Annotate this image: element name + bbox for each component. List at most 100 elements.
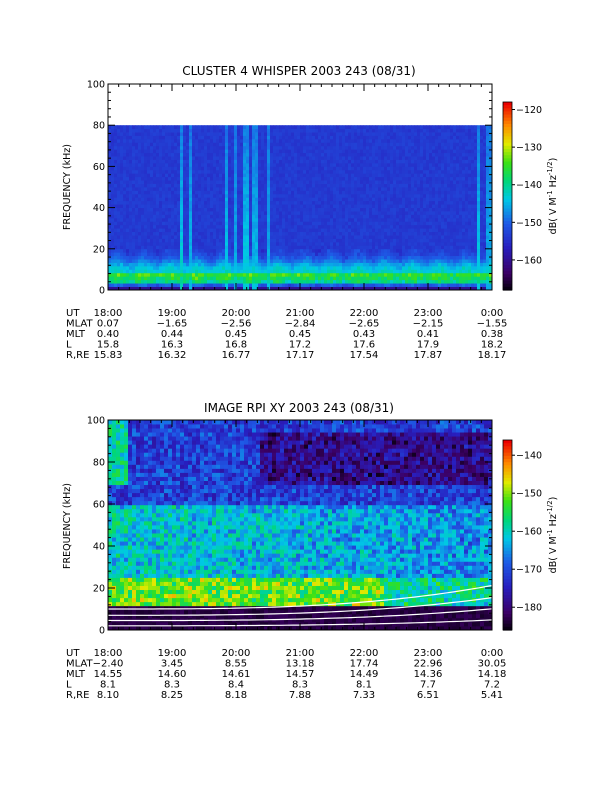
spectrogram-cell — [228, 231, 232, 236]
spectrogram-cell — [309, 187, 313, 191]
spectrogram-cell — [195, 169, 199, 174]
spectrogram-cell — [219, 173, 223, 178]
spectrogram-cell — [231, 228, 235, 233]
spectrogram-cell — [318, 276, 322, 281]
spectrogram-cell — [357, 238, 361, 243]
spectrogram-cell — [129, 217, 133, 222]
spectrogram-cell — [126, 265, 130, 270]
spectrogram-cell — [237, 255, 241, 260]
spectrogram-cell — [270, 283, 274, 287]
spectrogram-cell — [201, 217, 205, 222]
spectrogram-cell — [393, 132, 397, 136]
spectrogram-cell — [342, 228, 346, 233]
spectrogram-cell — [381, 262, 385, 267]
spectrogram-cell — [108, 180, 112, 184]
spectrogram-cell — [360, 204, 364, 208]
spectrogram-cell — [108, 207, 112, 212]
spectrogram-cell — [213, 272, 217, 277]
spectrogram-cell — [165, 269, 169, 274]
spectrogram-cell — [117, 145, 121, 150]
spectrogram-cell — [321, 187, 325, 191]
spectrogram-cell — [396, 187, 400, 191]
spectrogram-cell — [195, 200, 199, 205]
spectrogram-cell — [279, 132, 283, 136]
spectrogram-cell — [246, 190, 250, 195]
spectrogram-cell — [264, 259, 268, 263]
spectrogram-cell — [345, 207, 349, 212]
spectrogram-cell — [192, 283, 196, 287]
spectrogram-cell — [231, 159, 235, 164]
spectrogram-cell — [411, 224, 415, 229]
spectrogram-cell — [333, 241, 337, 246]
spectrogram-cell — [264, 152, 268, 157]
spectrogram-cell — [276, 221, 280, 226]
spectrogram-cell — [210, 193, 214, 198]
spectrogram-cell — [342, 145, 346, 150]
spectrogram-cell — [168, 187, 172, 191]
spectrogram-cell — [363, 279, 367, 284]
spectrogram-cell — [234, 279, 238, 284]
spectrogram-cell — [414, 152, 418, 157]
spectrogram-cell — [120, 211, 124, 215]
spectrogram-cell — [192, 241, 196, 246]
spectrogram-cell — [168, 286, 172, 291]
spectrogram-cell — [333, 159, 337, 164]
spectrogram-cell — [378, 128, 382, 133]
spectrogram-cell — [243, 125, 247, 130]
spectrogram-cell — [192, 125, 196, 130]
spectrogram-cell — [210, 217, 214, 222]
spectrogram-cell — [108, 241, 112, 246]
spectrogram-cell — [405, 138, 409, 143]
spectrogram-cell — [204, 238, 208, 243]
spectrogram-cell — [135, 183, 139, 188]
spectrogram-cell — [216, 204, 220, 208]
spectrogram-cell — [387, 238, 391, 243]
spectrogram-cell — [402, 207, 406, 212]
spectrogram-cell — [303, 142, 307, 147]
spectrogram-cell — [315, 214, 319, 219]
spectrogram-cell — [183, 245, 187, 250]
spectrogram-cell — [375, 135, 379, 140]
spectrogram-cell — [168, 279, 172, 284]
spectrogram-cell — [279, 204, 283, 208]
spectrogram-cell — [138, 128, 142, 133]
spectrogram-cell — [312, 224, 316, 229]
spectrogram-cell — [414, 135, 418, 140]
spectrogram-cell — [333, 125, 337, 130]
spectrogram-cell — [246, 162, 250, 167]
spectrogram-cell — [123, 183, 127, 188]
spectrogram-cell — [126, 187, 130, 191]
spectrogram-cell — [213, 248, 217, 253]
spectrogram-cell — [357, 125, 361, 130]
spectrogram-cell — [258, 135, 262, 140]
spectrogram-cell — [282, 176, 286, 181]
spectrogram-cell — [138, 224, 142, 229]
spectrogram-cell — [213, 166, 217, 171]
spectrogram-cell — [360, 152, 364, 157]
spectrogram-cell — [111, 159, 115, 164]
spectrogram-cell — [387, 162, 391, 167]
spectrogram-cell — [303, 145, 307, 150]
spectrogram-cell — [315, 128, 319, 133]
spectrogram-cell — [366, 269, 370, 274]
spectrogram-cell — [252, 145, 256, 150]
spectrogram-cell — [171, 145, 175, 150]
spectrogram-cell — [228, 190, 232, 195]
spectrogram-cell — [330, 187, 334, 191]
spectrogram-cell — [180, 207, 184, 212]
spectrogram-cell — [387, 224, 391, 229]
spectrogram-cell — [129, 166, 133, 171]
spectrogram-cell — [246, 259, 250, 263]
spectrogram-cell — [261, 152, 265, 157]
spectrogram-cell — [414, 145, 418, 150]
spectrogram-cell — [327, 283, 331, 287]
spectrogram-cell — [258, 125, 262, 130]
spectrogram-cell — [141, 132, 145, 136]
spectrogram-cell — [231, 190, 235, 195]
spectrogram-cell — [141, 255, 145, 260]
spectrogram-cell — [315, 135, 319, 140]
spectrogram-cell — [285, 132, 289, 136]
spectrogram-cell — [363, 265, 367, 270]
spectrogram-cell — [120, 128, 124, 133]
spectrogram-cell — [360, 231, 364, 236]
